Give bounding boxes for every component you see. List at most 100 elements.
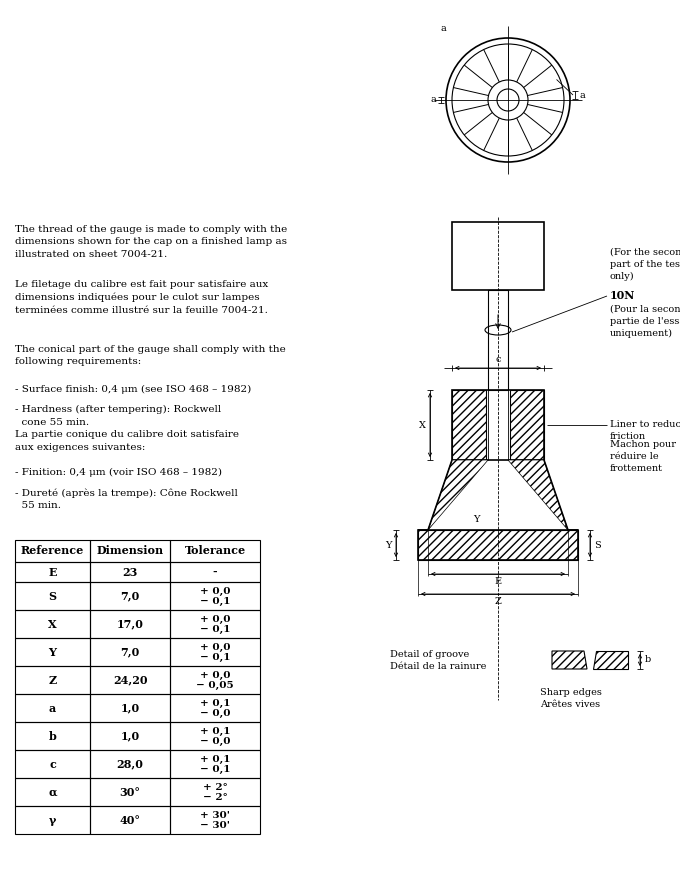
Bar: [170, 750, 260, 778]
Text: Liner to reduce
friction: Liner to reduce friction: [610, 420, 680, 441]
Bar: [15, 806, 90, 834]
Text: − 0,1: − 0,1: [200, 596, 231, 605]
Text: c: c: [495, 355, 500, 364]
Text: S: S: [594, 541, 600, 550]
Bar: [488, 290, 508, 390]
Bar: [452, 222, 544, 290]
Text: Z: Z: [494, 597, 501, 606]
Text: + 0,1: + 0,1: [200, 698, 231, 707]
Text: 1,0: 1,0: [120, 730, 139, 741]
Text: − 0,0: − 0,0: [200, 737, 231, 746]
Text: a: a: [580, 90, 585, 99]
Bar: [15, 694, 90, 722]
Text: (For the second
part of the test
only): (For the second part of the test only): [610, 248, 680, 281]
Text: γ: γ: [49, 814, 56, 825]
Bar: [90, 540, 170, 562]
Bar: [90, 666, 170, 694]
Bar: [90, 694, 170, 722]
Bar: [90, 778, 170, 806]
Text: α: α: [48, 787, 57, 797]
Bar: [15, 638, 90, 666]
Text: − 30': − 30': [200, 821, 230, 830]
Bar: [15, 540, 90, 562]
Text: Le filetage du calibre est fait pour satisfaire aux
dimensions indiquées pour le: Le filetage du calibre est fait pour sat…: [15, 280, 268, 315]
Bar: [90, 722, 170, 750]
Text: -: -: [213, 567, 218, 578]
Polygon shape: [428, 460, 488, 530]
Text: a: a: [440, 24, 446, 33]
Bar: [510, 390, 544, 460]
Text: - Hardness (after tempering): Rockwell
  cone 55 min.: - Hardness (after tempering): Rockwell c…: [15, 405, 221, 426]
Text: − 0,0: − 0,0: [200, 708, 231, 718]
Text: 23: 23: [122, 567, 137, 578]
Text: + 2°: + 2°: [203, 782, 227, 791]
Text: 7,0: 7,0: [120, 591, 139, 602]
Text: The thread of the gauge is made to comply with the
dimensions shown for the cap : The thread of the gauge is made to compl…: [15, 225, 287, 259]
Text: 30°: 30°: [120, 787, 141, 797]
Bar: [418, 530, 578, 560]
Bar: [170, 562, 260, 582]
Text: Y: Y: [386, 541, 392, 550]
Text: − 0,05: − 0,05: [197, 680, 234, 689]
Bar: [170, 806, 260, 834]
Bar: [15, 582, 90, 610]
Text: c: c: [49, 758, 56, 770]
Text: a: a: [430, 96, 436, 105]
Text: E: E: [494, 577, 502, 586]
Bar: [90, 750, 170, 778]
Text: b: b: [645, 655, 651, 664]
Text: + 0,1: + 0,1: [200, 755, 231, 763]
Text: La partie conique du calibre doit satisfaire
aux exigences suivantes:: La partie conique du calibre doit satisf…: [15, 430, 239, 451]
Bar: [170, 694, 260, 722]
Text: Arêtes vives: Arêtes vives: [540, 700, 600, 709]
Text: 10N: 10N: [610, 290, 635, 301]
Bar: [90, 638, 170, 666]
Text: Dimension: Dimension: [97, 545, 164, 556]
Text: - Surface finish: 0,4 μm (see ISO 468 – 1982): - Surface finish: 0,4 μm (see ISO 468 – …: [15, 385, 251, 394]
Bar: [170, 540, 260, 562]
Text: b: b: [48, 730, 56, 741]
Bar: [15, 722, 90, 750]
Text: 17,0: 17,0: [116, 619, 143, 629]
Text: E: E: [48, 567, 56, 578]
Bar: [15, 666, 90, 694]
Text: Détail de la rainure: Détail de la rainure: [390, 662, 486, 671]
Text: 40°: 40°: [120, 814, 141, 825]
Bar: [90, 582, 170, 610]
Bar: [418, 530, 578, 560]
Text: Y: Y: [48, 646, 56, 657]
Text: Machon pour
réduire le
frottement: Machon pour réduire le frottement: [610, 440, 676, 473]
Bar: [15, 610, 90, 638]
Text: Sharp edges: Sharp edges: [540, 688, 602, 697]
Text: - Dureté (après la trempe): Cône Rockwell
  55 min.: - Dureté (après la trempe): Cône Rockwel…: [15, 488, 238, 510]
Bar: [170, 666, 260, 694]
Bar: [90, 562, 170, 582]
Polygon shape: [552, 651, 587, 669]
Text: a: a: [49, 703, 56, 713]
Text: Z: Z: [48, 674, 56, 686]
Text: + 0,0: + 0,0: [200, 586, 231, 595]
Bar: [15, 778, 90, 806]
Text: + 0,0: + 0,0: [200, 614, 231, 623]
Text: − 2°: − 2°: [203, 792, 227, 802]
Bar: [170, 722, 260, 750]
Text: 28,0: 28,0: [116, 758, 143, 770]
Text: + 30': + 30': [200, 811, 230, 820]
Text: 7,0: 7,0: [120, 646, 139, 657]
Bar: [170, 638, 260, 666]
Bar: [15, 750, 90, 778]
Text: (Pour la seconde
partie de l'essai
uniquement): (Pour la seconde partie de l'essai uniqu…: [610, 305, 680, 338]
Text: X: X: [419, 420, 426, 429]
Text: + 0,1: + 0,1: [200, 727, 231, 736]
Text: Detail of groove: Detail of groove: [390, 650, 469, 659]
Text: 1,0: 1,0: [120, 703, 139, 713]
Text: - Finition: 0,4 μm (voir ISO 468 – 1982): - Finition: 0,4 μm (voir ISO 468 – 1982): [15, 468, 222, 477]
Text: − 0,1: − 0,1: [200, 625, 231, 634]
Text: Y: Y: [473, 516, 479, 525]
Bar: [170, 778, 260, 806]
Text: − 0,1: − 0,1: [200, 764, 231, 773]
Text: The conical part of the gauge shall comply with the
following requirements:: The conical part of the gauge shall comp…: [15, 345, 286, 367]
Bar: [90, 806, 170, 834]
Bar: [170, 610, 260, 638]
Text: S: S: [48, 591, 56, 602]
